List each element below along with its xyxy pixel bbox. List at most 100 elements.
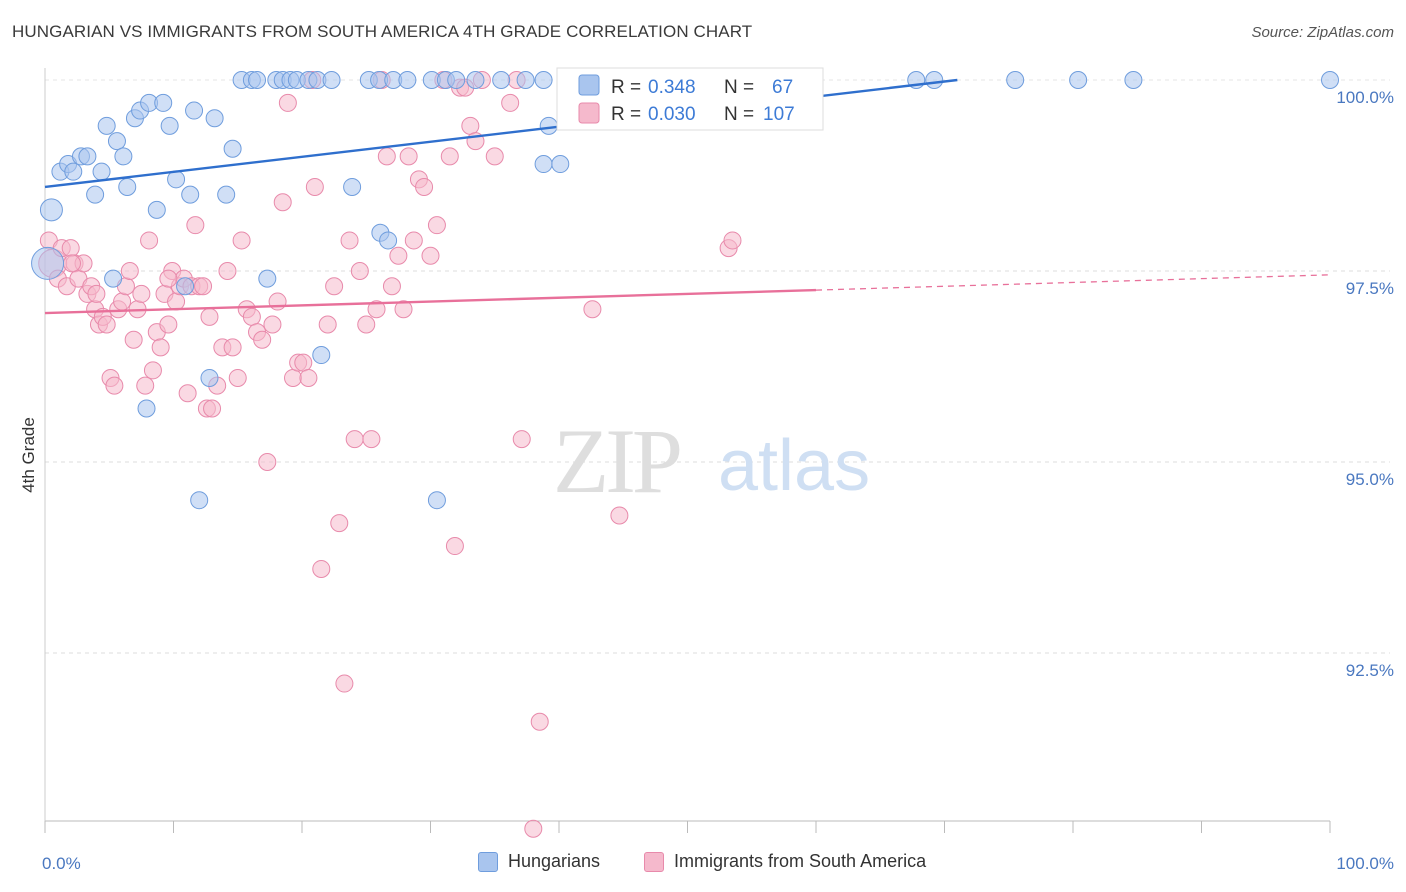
hungarians-point-15 — [147, 200, 166, 219]
immigrants-point-98 — [610, 506, 629, 525]
immigrants-point-54 — [268, 292, 287, 311]
immigrants-point-89 — [461, 116, 480, 135]
hungarians-point-17 — [160, 116, 179, 135]
hungarians-point-54 — [925, 71, 944, 89]
immigrants-point-71 — [362, 430, 381, 449]
immigrants-point-103 — [159, 269, 178, 288]
immigrants-point-69 — [350, 262, 369, 280]
immigrants-point-5 — [61, 239, 80, 258]
immigrants-point-24 — [136, 376, 155, 395]
hungarians-point-42 — [466, 71, 485, 89]
immigrants-point-14 — [97, 315, 116, 334]
source-credit: Source: ZipAtlas.com — [1251, 24, 1394, 41]
stats-legend-n-label-blue: N = — [724, 77, 754, 98]
hungarians-point-68 — [200, 368, 219, 387]
immigrants-point-41 — [203, 399, 222, 418]
immigrants-point-45 — [223, 338, 242, 357]
immigrants-point-66 — [335, 674, 354, 693]
stats-legend: R = 0.348 N = 67 R = 0.030 N = 107 — [556, 67, 824, 131]
hungarians-point-33 — [322, 71, 341, 89]
hungarians-point-26 — [248, 71, 267, 89]
immigrants-point-65 — [330, 514, 349, 533]
immigrants-point-37 — [186, 216, 205, 235]
immigrants-point-64 — [325, 277, 344, 296]
hungarians-point-41 — [447, 71, 466, 89]
hungarians-point-19 — [181, 185, 200, 204]
hungarians-point-9 — [107, 132, 126, 151]
immigrants-point-46 — [228, 368, 247, 387]
stats-legend-box — [556, 67, 824, 131]
watermark-atlas: atlas — [718, 426, 870, 506]
hungarians-point-65 — [176, 277, 195, 296]
legend-item-hungarians: Hungarians — [478, 851, 600, 872]
watermark: ZIP atlas — [553, 410, 870, 512]
immigrants-point-62 — [312, 559, 331, 578]
x-tick-labels: 0.0% 100.0% — [42, 854, 1394, 873]
immigrants-point-52 — [258, 453, 277, 471]
y-tick-label-2: 95.0% — [1346, 470, 1394, 489]
immigrants-point-95 — [524, 819, 543, 838]
immigrants-point-77 — [394, 300, 413, 319]
immigrants-point-53 — [263, 315, 282, 334]
stats-legend-swatch-pink — [578, 102, 600, 124]
immigrants-trend-line-extension — [815, 274, 1331, 291]
hungarians-point-45 — [534, 71, 553, 89]
immigrants-point-79 — [404, 231, 423, 250]
hungarians-point-7 — [92, 162, 111, 181]
hungarians-point-6 — [86, 185, 105, 204]
immigrants-point-74 — [377, 147, 396, 166]
hungarians-point-10 — [114, 147, 133, 166]
immigrants-point-75 — [382, 277, 401, 296]
legend-swatch-immigrants — [644, 851, 664, 872]
legend-item-immigrants: Immigrants from South America — [644, 851, 926, 872]
immigrants-point-102 — [87, 284, 106, 303]
hungarians-point-57 — [1124, 71, 1143, 89]
hungarians-point-66 — [258, 269, 277, 288]
immigrants-point-70 — [357, 315, 376, 334]
hungarians-point-0 — [39, 198, 63, 222]
stats-legend-swatch-blue — [578, 74, 600, 96]
immigrants-point-61 — [305, 177, 324, 196]
immigrants-point-94 — [512, 430, 531, 449]
immigrants-point-55 — [273, 193, 292, 212]
immigrants-point-97 — [583, 300, 602, 319]
immigrants-point-30 — [159, 315, 178, 334]
legend-label-hungarians: Hungarians — [508, 851, 601, 871]
hungarians-point-70 — [190, 491, 209, 510]
hungarians-point-3 — [64, 162, 83, 181]
immigrants-point-44 — [218, 262, 237, 280]
hungarians-point-8 — [97, 116, 116, 135]
hungarians-point-11 — [118, 177, 137, 196]
immigrants-point-56 — [278, 93, 297, 112]
hungarians-point-69 — [137, 399, 156, 418]
immigrants-point-104 — [200, 307, 219, 326]
immigrants-point-100 — [723, 231, 742, 250]
immigrants-point-51 — [253, 330, 272, 349]
stats-legend-r-label-blue: R = — [611, 77, 641, 98]
immigrants-point-93 — [501, 93, 520, 112]
hungarians-point-72 — [31, 246, 65, 280]
hungarians-point-55 — [1006, 71, 1025, 89]
immigrants-point-76 — [389, 246, 408, 265]
immigrants-point-81 — [415, 177, 434, 196]
immigrants-point-25 — [140, 231, 159, 250]
hungarians-point-59 — [539, 116, 558, 135]
hungarians-point-5 — [78, 147, 97, 166]
hungarians-point-44 — [516, 71, 535, 89]
series-blue-points — [31, 71, 1339, 510]
x-tick-label-min: 0.0% — [42, 854, 81, 873]
immigrants-point-86 — [445, 537, 464, 556]
hungarians-point-38 — [398, 71, 417, 89]
immigrants-trend-line — [44, 288, 817, 315]
immigrants-point-82 — [421, 246, 440, 265]
stats-legend-r-value-blue: 0.348 — [648, 77, 696, 98]
hungarians-point-22 — [217, 185, 236, 204]
chart-title: HUNGARIAN VS IMMIGRANTS FROM SOUTH AMERI… — [12, 22, 753, 41]
watermark-zip: ZIP — [553, 410, 680, 512]
immigrants-point-20 — [120, 262, 139, 280]
immigrants-point-23 — [132, 284, 151, 303]
immigrants-point-67 — [340, 231, 359, 250]
y-tick-label-0: 100.0% — [1336, 88, 1394, 107]
stats-legend-n-label-pink: N = — [724, 104, 754, 125]
